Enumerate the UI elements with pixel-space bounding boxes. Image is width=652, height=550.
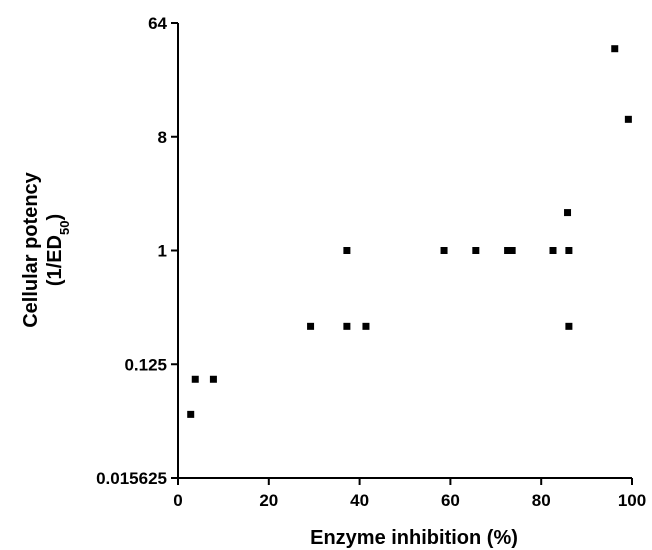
data-point — [187, 410, 195, 418]
data-point — [549, 247, 557, 254]
y-axis-title-line1: Cellular potency — [20, 171, 42, 327]
data-point — [504, 247, 512, 254]
x-tick-label: 0 — [173, 491, 182, 510]
data-point — [624, 115, 632, 123]
data-point — [611, 45, 619, 53]
y-axis-title-line2: (1/ED50) — [44, 214, 72, 286]
y-axis-title-prefix: (1/ED — [44, 235, 66, 286]
x-tick-label: 40 — [350, 491, 369, 510]
axes — [177, 23, 632, 479]
data-point — [307, 322, 315, 330]
x-tick-label: 20 — [259, 491, 278, 510]
data-points — [187, 45, 632, 418]
y-ticks: 0.015625 0.125 1 8 64 — [96, 14, 178, 488]
x-ticks: 0 20 40 60 80 100 — [173, 478, 646, 510]
data-point — [565, 247, 573, 254]
data-point — [209, 375, 217, 383]
x-tick-label: 100 — [618, 491, 646, 510]
data-point — [343, 247, 351, 254]
y-tick-label: 1 — [158, 242, 167, 261]
y-tick-label: 0.125 — [124, 355, 167, 374]
x-tick-label: 80 — [532, 491, 551, 510]
data-point — [343, 322, 351, 330]
y-tick-label: 0.015625 — [96, 469, 167, 488]
x-axis-title: Enzyme inhibition (%) — [310, 527, 518, 549]
y-axis-title-suffix: ) — [44, 214, 66, 221]
y-tick-label: 8 — [158, 128, 167, 147]
data-point — [508, 247, 516, 254]
y-axis-title: Cellular potency (1/ED50) — [20, 171, 72, 327]
y-tick-label: 64 — [148, 14, 167, 33]
data-point — [362, 322, 370, 330]
data-point — [440, 247, 448, 254]
data-point — [191, 375, 199, 383]
data-point — [564, 209, 572, 217]
x-tick-label: 60 — [441, 491, 460, 510]
data-point — [472, 247, 480, 254]
y-axis-title-subscript: 50 — [57, 221, 72, 235]
data-point — [565, 322, 573, 330]
